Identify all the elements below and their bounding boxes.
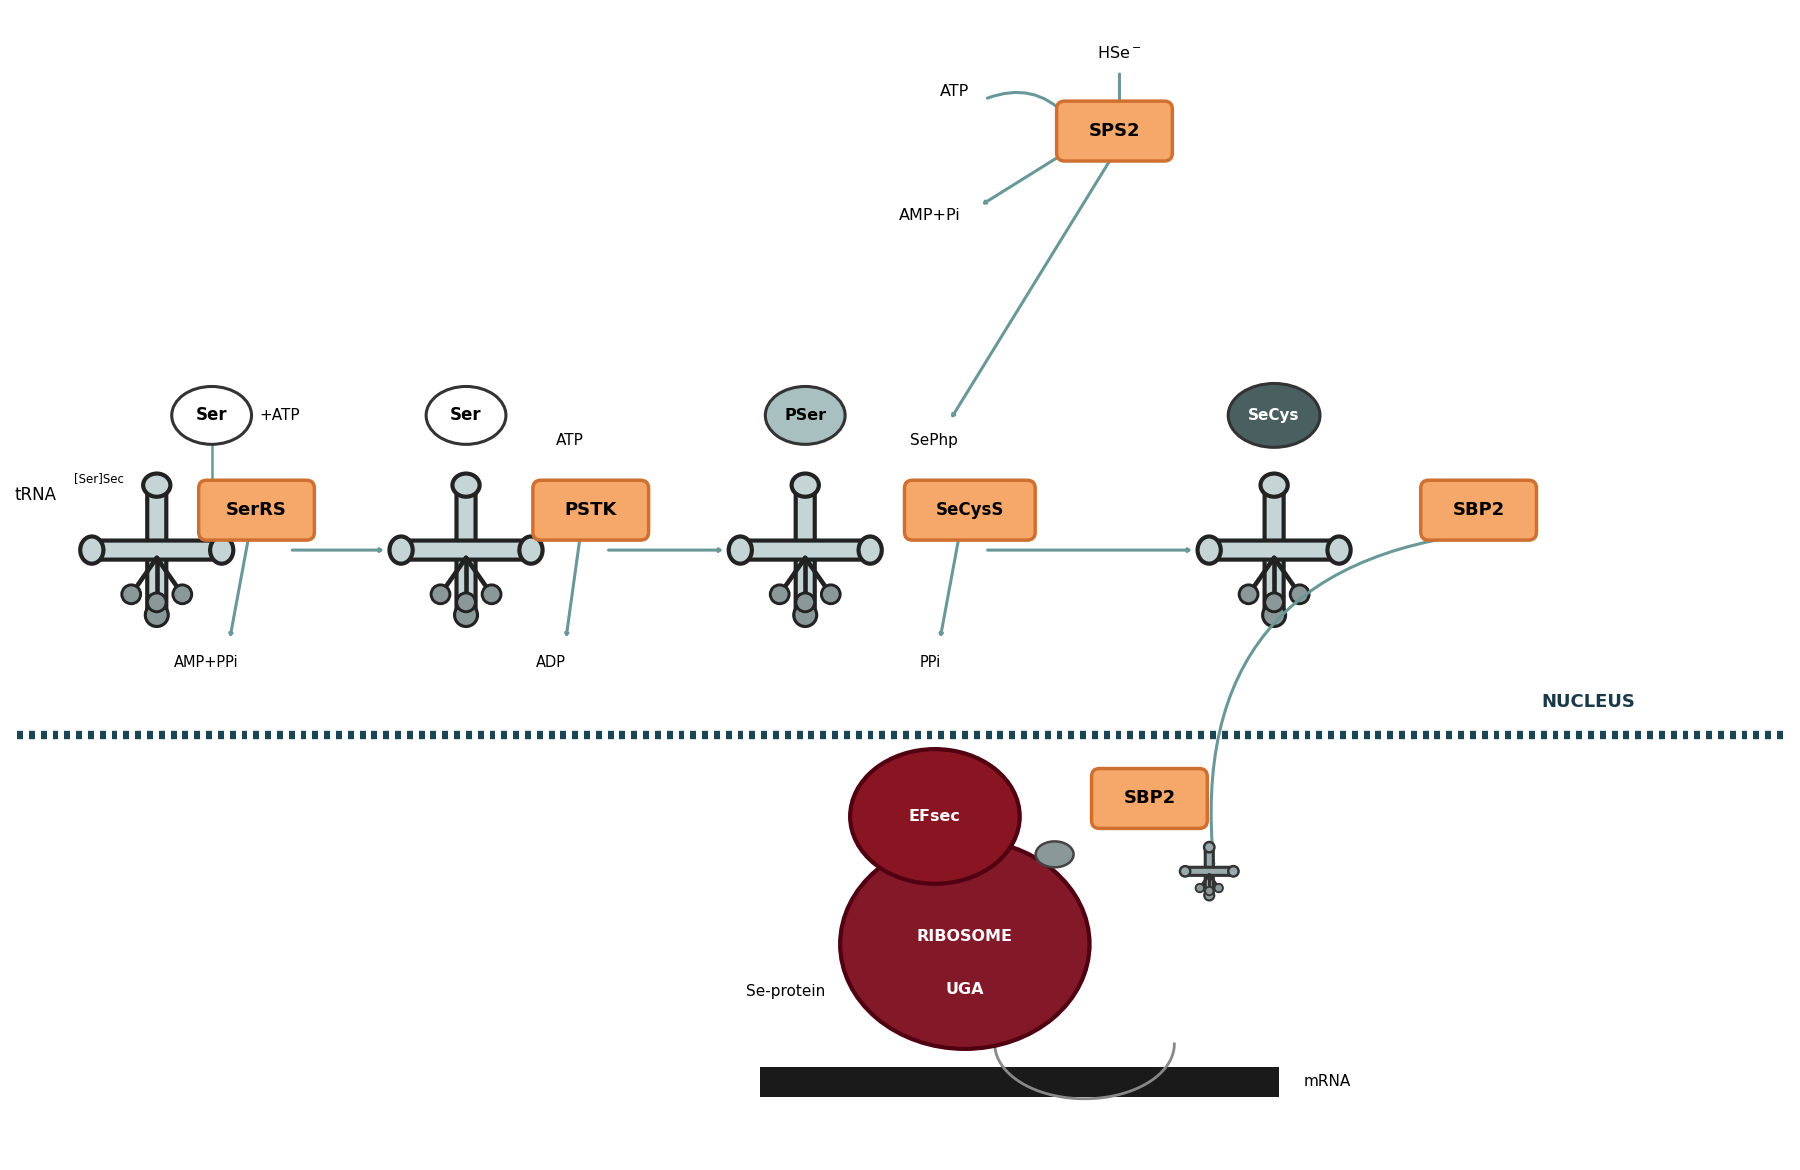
Text: PPi: PPi [920, 655, 941, 670]
FancyBboxPatch shape [533, 480, 648, 541]
Circle shape [770, 585, 788, 604]
Ellipse shape [81, 537, 103, 564]
Ellipse shape [389, 537, 412, 564]
Text: RIBOSOME: RIBOSOME [916, 929, 1013, 944]
Circle shape [457, 593, 475, 612]
FancyBboxPatch shape [90, 541, 223, 559]
FancyBboxPatch shape [796, 483, 815, 617]
Ellipse shape [1035, 841, 1073, 867]
Circle shape [794, 604, 817, 626]
Text: AMP+Pi: AMP+Pi [898, 208, 961, 223]
Text: ATP: ATP [940, 84, 970, 98]
Text: [Ser]Sec: [Ser]Sec [74, 472, 124, 484]
Circle shape [1262, 604, 1285, 626]
Circle shape [1291, 585, 1309, 604]
Ellipse shape [452, 474, 479, 497]
Text: UGA: UGA [945, 982, 985, 997]
Text: mRNA: mRNA [1303, 1074, 1352, 1089]
Circle shape [1215, 883, 1222, 893]
Text: SBP2: SBP2 [1453, 501, 1505, 519]
Ellipse shape [144, 474, 171, 497]
Circle shape [430, 585, 450, 604]
Ellipse shape [1228, 384, 1319, 447]
FancyBboxPatch shape [1184, 867, 1235, 875]
Circle shape [148, 593, 166, 612]
Circle shape [146, 604, 167, 626]
Ellipse shape [1181, 866, 1190, 876]
Ellipse shape [841, 839, 1089, 1048]
FancyBboxPatch shape [1091, 769, 1208, 828]
Circle shape [482, 585, 500, 604]
Text: SPS2: SPS2 [1089, 122, 1141, 140]
Text: SeCysS: SeCysS [936, 501, 1004, 519]
Text: Ser: Ser [450, 406, 482, 425]
Circle shape [1195, 883, 1204, 893]
Text: SBP2: SBP2 [1123, 790, 1175, 807]
FancyArrowPatch shape [988, 92, 1066, 115]
Text: EFsec: EFsec [909, 808, 961, 824]
Ellipse shape [729, 537, 752, 564]
Circle shape [1265, 593, 1283, 612]
Text: HSe$^-$: HSe$^-$ [1098, 46, 1141, 61]
FancyBboxPatch shape [738, 541, 871, 559]
Ellipse shape [211, 537, 234, 564]
Ellipse shape [850, 749, 1021, 883]
FancyBboxPatch shape [400, 541, 533, 559]
Text: +ATP: +ATP [259, 408, 301, 422]
FancyBboxPatch shape [904, 480, 1035, 541]
FancyBboxPatch shape [1206, 846, 1213, 896]
FancyBboxPatch shape [457, 483, 475, 617]
Text: NUCLEUS: NUCLEUS [1541, 693, 1634, 710]
Ellipse shape [171, 386, 252, 445]
Text: PSer: PSer [785, 408, 826, 422]
Ellipse shape [427, 386, 506, 445]
Ellipse shape [1260, 474, 1287, 497]
Ellipse shape [1204, 842, 1215, 853]
Text: SePhp: SePhp [911, 433, 958, 448]
Ellipse shape [765, 386, 846, 445]
Text: tRNA: tRNA [14, 487, 56, 504]
FancyArrowPatch shape [1211, 532, 1485, 863]
Circle shape [821, 585, 841, 604]
Ellipse shape [1327, 537, 1350, 564]
FancyBboxPatch shape [1420, 480, 1537, 541]
Text: PSTK: PSTK [565, 501, 617, 519]
Circle shape [173, 585, 193, 604]
FancyBboxPatch shape [760, 1067, 1280, 1096]
Ellipse shape [520, 537, 542, 564]
Ellipse shape [792, 474, 819, 497]
Text: Se-protein: Se-protein [745, 984, 824, 998]
Circle shape [1238, 585, 1258, 604]
Circle shape [1204, 890, 1215, 901]
Text: ADP: ADP [536, 655, 565, 670]
Ellipse shape [859, 537, 882, 564]
Circle shape [796, 593, 815, 612]
Text: SerRS: SerRS [227, 501, 286, 519]
Text: ATP: ATP [556, 433, 583, 448]
Circle shape [1204, 887, 1213, 895]
Circle shape [122, 585, 140, 604]
FancyBboxPatch shape [1057, 101, 1172, 161]
Text: Ser: Ser [196, 406, 227, 425]
FancyBboxPatch shape [198, 480, 315, 541]
Circle shape [455, 604, 477, 626]
FancyBboxPatch shape [148, 483, 166, 617]
Text: SeCys: SeCys [1249, 408, 1300, 422]
FancyBboxPatch shape [1208, 541, 1341, 559]
Ellipse shape [1228, 866, 1238, 876]
FancyBboxPatch shape [1265, 483, 1283, 617]
Text: AMP+PPi: AMP+PPi [175, 655, 239, 670]
Ellipse shape [1197, 537, 1220, 564]
